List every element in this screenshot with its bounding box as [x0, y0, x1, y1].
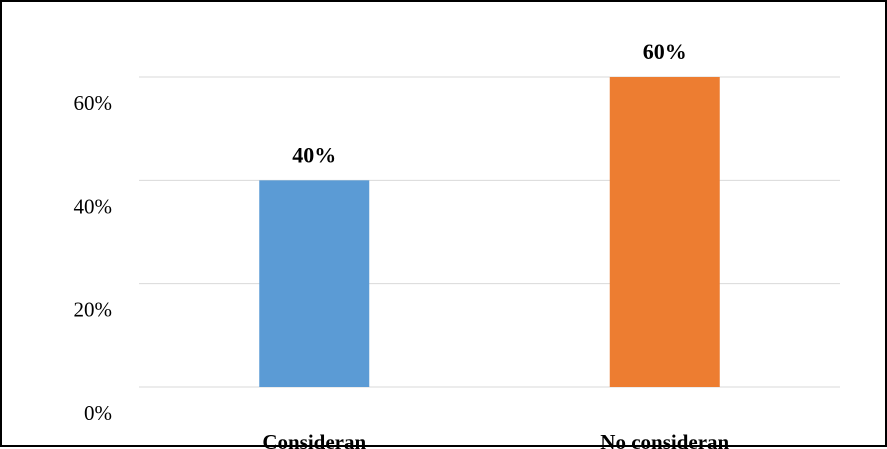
- y-tick-label: 0%: [84, 401, 112, 425]
- data-label: 40%: [292, 142, 336, 167]
- y-tick-label: 60%: [74, 91, 113, 115]
- bar: [259, 180, 370, 387]
- data-label: 60%: [643, 39, 687, 64]
- y-tick-label: 40%: [74, 194, 113, 218]
- bar: [609, 77, 720, 387]
- category-label: Consideran: [262, 430, 366, 449]
- category-label: No consideran: [600, 430, 729, 449]
- y-tick-label: 20%: [74, 298, 113, 322]
